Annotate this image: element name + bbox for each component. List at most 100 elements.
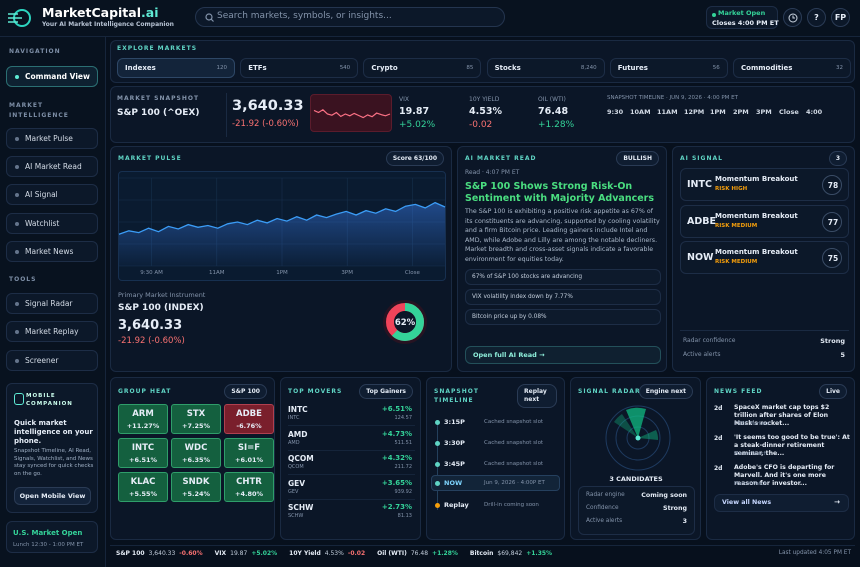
- nav-item[interactable]: AI Market Read: [6, 156, 98, 177]
- nav-item[interactable]: Market Replay: [6, 321, 98, 342]
- search-box[interactable]: Search markets, symbols, or insights...: [195, 7, 505, 27]
- snapshot-panel: MARKET SNAPSHOT S&P 100 (^OEX) 3,640.33 -21…: [110, 86, 855, 143]
- view-all-news-button[interactable]: View all News →: [714, 494, 849, 512]
- timeline-dot: [435, 462, 440, 467]
- fact-row: VIX volatility index down by 7.77%: [465, 289, 661, 305]
- signal-card[interactable]: NOW Momentum Breakout RISK MEDIUM 75: [680, 241, 849, 274]
- nav-item[interactable]: Market Pulse: [6, 128, 98, 149]
- signal-title: Momentum Breakout: [715, 175, 798, 183]
- tile-change: -6.76%: [236, 422, 262, 430]
- nav-dot: [15, 359, 19, 363]
- stat-change: +5.02%: [399, 120, 436, 130]
- heat-tile[interactable]: KLAC +5.55%: [118, 472, 168, 502]
- brand-name: MarketCapital: [42, 5, 142, 20]
- nav-label: Screener: [25, 356, 59, 365]
- heat-tile[interactable]: WDC +6.35%: [171, 438, 221, 468]
- open-ai-read-button[interactable]: Open full AI Read →: [465, 346, 661, 364]
- mover-symbol: QCOM: [288, 454, 314, 463]
- history-button[interactable]: [783, 8, 802, 27]
- x-tick-label: 11AM: [209, 270, 225, 276]
- tile-symbol: WDC: [184, 443, 208, 453]
- heat-tile[interactable]: ADBE -6.76%: [224, 404, 274, 434]
- lens: [205, 13, 213, 21]
- open-mobile-button[interactable]: Open Mobile View: [14, 487, 91, 505]
- signal-title: Momentum Breakout: [715, 248, 798, 256]
- market-tab[interactable]: Stocks 8,240: [486, 58, 605, 78]
- news-source: MarketWatch: [734, 481, 767, 487]
- nav-item[interactable]: Command View: [6, 66, 98, 87]
- score-text: 75: [827, 254, 839, 263]
- ticker-value: 3,640.33: [148, 550, 176, 557]
- panel-label: SIGNAL RADAR: [578, 388, 641, 395]
- tab-count: 540: [339, 65, 351, 71]
- heat-tile[interactable]: ARM +11.27%: [118, 404, 168, 434]
- donut-arc: [386, 303, 424, 341]
- score-badge: Score 63/100: [385, 151, 444, 166]
- tab-name: ETFs: [248, 64, 267, 72]
- us-market-title: U.S. Market Open: [13, 529, 83, 537]
- ticker-item: Oil (WTI) 76.48 +1.28%: [377, 550, 458, 557]
- radar-center: [635, 435, 641, 441]
- ticker-item: S&P 100 3,640.33 -0.60%: [116, 550, 203, 557]
- heat-tile[interactable]: SI=F +6.01%: [224, 438, 274, 468]
- nav-item[interactable]: Screener: [6, 350, 98, 371]
- ticker-item: Bitcoin $69,842 +1.35%: [470, 550, 552, 557]
- tile-change: +6.35%: [182, 456, 210, 464]
- stat-label: Active alerts: [683, 351, 721, 358]
- market-tab[interactable]: Futures 56: [609, 58, 728, 78]
- stat-label: VIX: [399, 96, 409, 103]
- help-button[interactable]: ?: [807, 8, 826, 27]
- panel-label: MARKET PULSE: [118, 155, 182, 162]
- mover-change: +3.65%: [381, 478, 412, 487]
- help-text: ?: [814, 13, 819, 22]
- market-tab[interactable]: Indexes 120: [117, 58, 235, 78]
- nav-item[interactable]: AI Signal: [6, 184, 98, 205]
- snapshot-name: S&P 100 (^OEX): [117, 108, 200, 118]
- nav-item[interactable]: Signal Radar: [6, 293, 98, 314]
- signal-symbol: NOW: [687, 252, 714, 263]
- x-tick-label: 1PM: [276, 270, 288, 276]
- ticker-change: +1.28%: [432, 550, 458, 557]
- signal-risk: RISK MEDIUM: [715, 223, 758, 229]
- ticker-change: +1.35%: [526, 550, 553, 557]
- tile-symbol: CHTR: [236, 477, 262, 487]
- nav-item[interactable]: Watchlist: [6, 213, 98, 234]
- market-tab[interactable]: Commodities 32: [733, 58, 851, 78]
- ticker-change: -0.02: [347, 550, 366, 557]
- tile-change: +11.27%: [126, 422, 160, 430]
- mobile-body: Snapshot Timeline, AI Read, Signals, Wat…: [14, 448, 94, 477]
- nav-label: Market News: [25, 247, 74, 256]
- heat-tile[interactable]: INTC +6.51%: [118, 438, 168, 468]
- market-tab[interactable]: Crypto 85: [363, 58, 482, 78]
- step-text: Jun 9, 2026 · 4:00P ET: [484, 480, 545, 486]
- status-dot: [712, 13, 716, 17]
- heat-tile[interactable]: CHTR +4.80%: [224, 472, 274, 502]
- timeline-label: SNAPSHOT TIMELINE · JUN 9, 2026 · 4:00 P…: [607, 95, 738, 101]
- ai-read-panel: AI MARKET READ BULLISH Read · 4:07 PM ET S&…: [457, 146, 667, 372]
- heat-tile[interactable]: STX +7.25%: [171, 404, 221, 434]
- news-feed-panel: NEWS FEED Live 2d SpaceX market cap tops $2…: [706, 377, 855, 540]
- stat-value: 4.53%: [469, 106, 502, 117]
- pulse-line: [118, 201, 446, 235]
- score-text: 77: [827, 218, 839, 227]
- divider: [680, 330, 849, 331]
- news-source: CNBC Markets: [734, 421, 770, 427]
- signal-card[interactable]: INTC Momentum Breakout RISK HIGH 78: [680, 168, 849, 201]
- market-tab[interactable]: ETFs 540: [240, 58, 359, 78]
- panel-label: SNAPSHOT TIMELINE: [434, 388, 479, 404]
- user-button[interactable]: FP: [831, 8, 850, 27]
- us-market-hours: Lunch 12:30 - 1:00 PM ET: [13, 542, 84, 548]
- tile-symbol: INTC: [131, 443, 155, 453]
- group-badge: S&P 100: [224, 384, 267, 399]
- timeline-time: 12PM: [684, 108, 705, 116]
- button-arrow: →: [834, 498, 840, 506]
- signal-card[interactable]: ADBE Momentum Breakout RISK MEDIUM 77: [680, 205, 849, 238]
- mobile-title: Quick market intelligence on your phone.: [14, 419, 93, 445]
- tab-count: 32: [836, 65, 843, 71]
- nav-item[interactable]: Market News: [6, 241, 98, 262]
- panel-label: NEWS FEED: [714, 388, 763, 395]
- button-label: Open full AI Read →: [473, 351, 545, 359]
- snapshot-label: MARKET SNAPSHOT: [117, 95, 200, 102]
- heat-tile[interactable]: SNDK +5.24%: [171, 472, 221, 502]
- fact-text: VIX volatility index down by 7.77%: [472, 294, 573, 300]
